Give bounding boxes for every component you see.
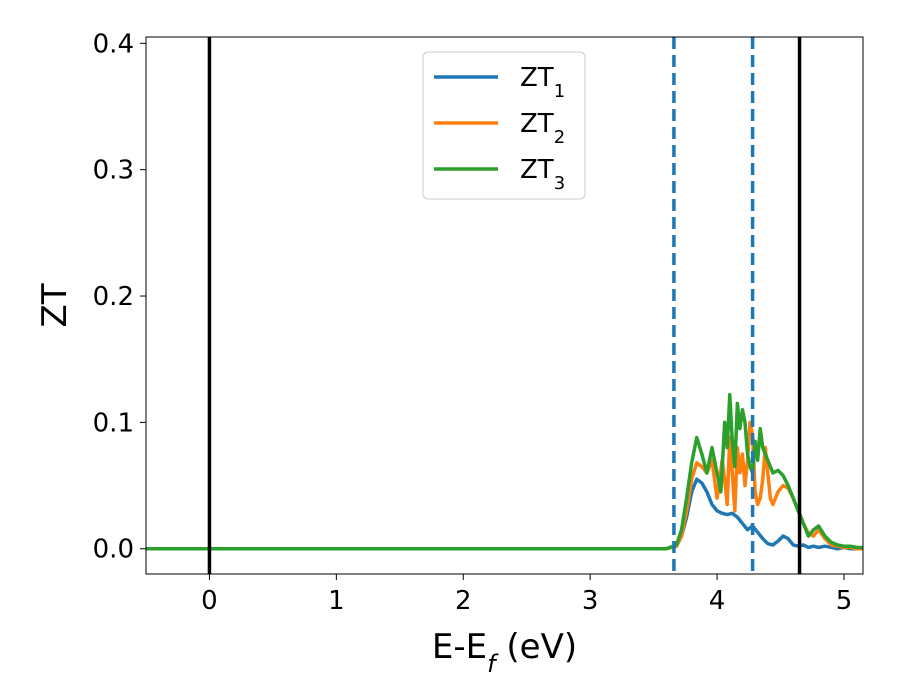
legend-items: ZT1 ZT2 ZT3: [434, 63, 565, 194]
legend-label-zt3: ZT3: [520, 155, 565, 194]
legend-label-zt2: ZT2: [520, 109, 565, 148]
y-axis-ticks: 0.0 0.1 0.2 0.3 0.4: [93, 29, 146, 565]
x-tick-label: 2: [455, 586, 472, 616]
legend: ZT1 ZT2 ZT3: [422, 51, 586, 200]
x-tick-label: 1: [328, 586, 345, 616]
y-tick-label: 0.2: [93, 282, 134, 312]
legend-label-zt1: ZT1: [520, 63, 565, 102]
y-axis-label: ZT: [35, 283, 75, 327]
legend-box: [422, 51, 586, 200]
x-tick-label: 3: [582, 586, 599, 616]
plot-frame: [145, 36, 864, 575]
x-tick-label: 4: [709, 586, 726, 616]
x-axis-ticks: 0 1 2 3 4 5: [201, 574, 852, 616]
series-line-zt1: [146, 477, 863, 551]
x-tick-label: 5: [836, 586, 853, 616]
x-tick-label: 0: [201, 586, 218, 616]
x-axis-label: E-Ef (eV): [432, 627, 577, 678]
y-tick-label: 0.4: [93, 29, 134, 59]
y-tick-label: 0.3: [93, 156, 134, 186]
vline-layer: [207, 37, 802, 574]
y-tick-label: 0.1: [93, 408, 134, 438]
y-tick-label: 0.0: [93, 535, 134, 565]
